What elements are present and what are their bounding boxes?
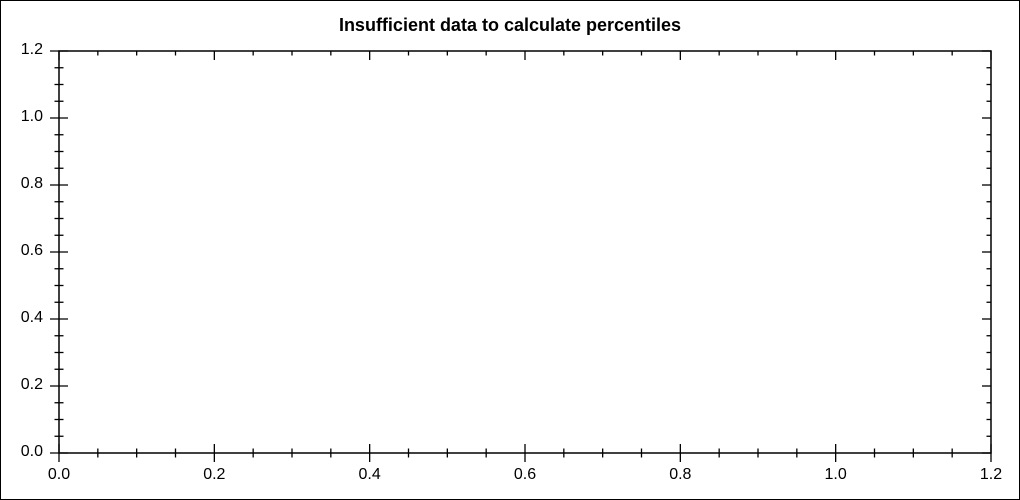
- y-tick-label: 1.0: [20, 108, 43, 125]
- y-tick-label: 0.6: [20, 242, 43, 259]
- x-axis-ticks: [58, 51, 992, 462]
- x-tick-label: 1.2: [979, 466, 1003, 483]
- chart-title: Insufficient data to calculate percentil…: [338, 15, 682, 35]
- y-tick-label: 0.4: [20, 309, 43, 326]
- x-tick-label: 0.4: [358, 466, 381, 483]
- y-axis-ticks: [50, 50, 991, 454]
- x-tick-label: 0.8: [669, 466, 692, 483]
- plot-box: [58, 50, 992, 454]
- x-tick-label: 1.0: [824, 466, 847, 483]
- y-tick-label: 0.2: [20, 376, 43, 393]
- y-tick-label: 1.2: [20, 41, 43, 58]
- x-tick-label: 0.2: [203, 466, 226, 483]
- x-tick-label: 0.0: [47, 466, 71, 483]
- y-tick-label: 0.0: [20, 443, 43, 460]
- y-tick-label: 0.8: [20, 175, 43, 192]
- x-tick-label: 0.6: [513, 466, 537, 483]
